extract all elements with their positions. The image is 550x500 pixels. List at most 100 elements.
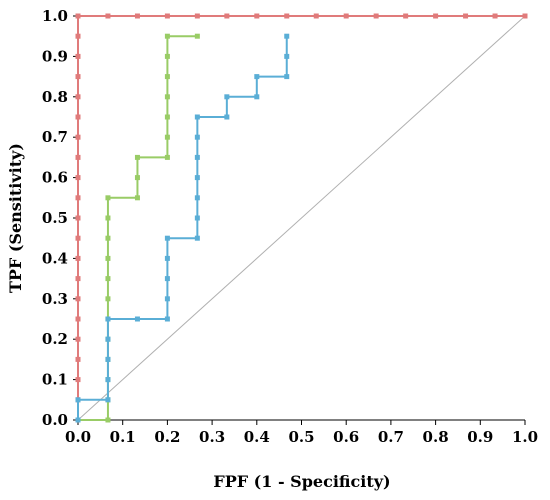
series-3: [75, 33, 290, 423]
x-axis-label: FPF (1 - Specificity): [213, 472, 390, 491]
data-point: [194, 175, 200, 181]
data-point: [134, 13, 140, 19]
data-point: [463, 13, 469, 19]
data-point: [75, 215, 81, 221]
data-point: [75, 33, 81, 39]
y-tick-label: 0.4: [42, 249, 68, 267]
data-point: [105, 356, 111, 362]
data-point: [492, 13, 498, 19]
data-point: [105, 255, 111, 261]
series-line: [77, 36, 288, 420]
series-1: [75, 13, 528, 423]
data-point: [75, 417, 81, 423]
data-point: [284, 53, 290, 59]
x-tick-label: 0.1: [110, 428, 136, 446]
data-point: [164, 316, 170, 322]
data-point: [224, 94, 230, 100]
data-point: [75, 276, 81, 282]
data-point: [194, 154, 200, 160]
data-point: [164, 13, 170, 19]
data-point: [105, 195, 111, 201]
series-line: [77, 15, 525, 420]
series-layer: [75, 13, 528, 423]
data-point: [105, 235, 111, 241]
data-point: [164, 134, 170, 140]
data-point: [105, 215, 111, 221]
data-point: [75, 94, 81, 100]
data-point: [284, 33, 290, 39]
data-point: [75, 13, 81, 19]
data-point: [105, 316, 111, 322]
x-tick-label: 0.9: [467, 428, 493, 446]
data-point: [105, 397, 111, 403]
data-point: [75, 316, 81, 322]
y-tick-label: 0.3: [42, 290, 68, 308]
y-tick-label: 0.9: [42, 47, 68, 65]
data-point: [134, 175, 140, 181]
data-point: [75, 53, 81, 59]
data-point: [75, 336, 81, 342]
reference-line: [77, 15, 526, 421]
data-point: [254, 94, 260, 100]
data-point: [75, 114, 81, 120]
data-point: [284, 13, 290, 19]
data-point: [313, 13, 319, 19]
y-tick-label: 0.7: [42, 128, 68, 146]
data-point: [194, 235, 200, 241]
x-tick-label: 0.0: [65, 428, 91, 446]
data-point: [164, 53, 170, 59]
data-point: [284, 74, 290, 80]
data-point: [75, 154, 81, 160]
data-point: [164, 94, 170, 100]
data-point: [75, 296, 81, 302]
y-tick-label: 0.0: [42, 411, 68, 429]
x-tick-label: 0.7: [378, 428, 404, 446]
x-tick-label: 0.8: [423, 428, 449, 446]
x-tick-label: 1.0: [512, 428, 538, 446]
data-point: [75, 74, 81, 80]
data-point: [194, 33, 200, 39]
x-tick-label: 0.5: [288, 428, 314, 446]
data-point: [194, 134, 200, 140]
data-point: [254, 13, 260, 19]
data-point: [75, 235, 81, 241]
data-point: [403, 13, 409, 19]
y-tick-label: 0.2: [42, 330, 68, 348]
data-point: [194, 195, 200, 201]
data-point: [194, 215, 200, 221]
data-point: [105, 417, 111, 423]
data-point: [164, 235, 170, 241]
series-2: [75, 33, 200, 423]
y-axis-label: TPF (Sensitivity): [6, 143, 25, 293]
x-tick-label: 0.2: [154, 428, 180, 446]
data-point: [224, 13, 230, 19]
data-point: [134, 316, 140, 322]
data-point: [75, 377, 81, 383]
data-point: [75, 356, 81, 362]
data-point: [105, 276, 111, 282]
data-point: [164, 276, 170, 282]
data-point: [164, 74, 170, 80]
y-tick-label: 0.6: [42, 169, 68, 187]
reference-diagonal: [77, 15, 526, 421]
data-point: [433, 13, 439, 19]
data-point: [343, 13, 349, 19]
data-point: [105, 377, 111, 383]
data-point: [254, 74, 260, 80]
data-point: [522, 13, 528, 19]
series-line: [78, 35, 198, 421]
data-point: [105, 13, 111, 19]
data-point: [164, 33, 170, 39]
data-point: [134, 154, 140, 160]
x-tick-label: 0.6: [333, 428, 359, 446]
data-point: [134, 195, 140, 201]
data-point: [164, 296, 170, 302]
data-point: [164, 114, 170, 120]
data-point: [164, 255, 170, 261]
x-tick-label: 0.3: [199, 428, 225, 446]
data-point: [373, 13, 379, 19]
data-point: [194, 13, 200, 19]
data-point: [75, 134, 81, 140]
tick-labels: 0.0 0.1 0.2 0.3 0.4 0.5 0.6 0.7 0.8 0.9 1.0 0.0 0.1 0…: [42, 7, 538, 446]
data-point: [75, 397, 81, 403]
